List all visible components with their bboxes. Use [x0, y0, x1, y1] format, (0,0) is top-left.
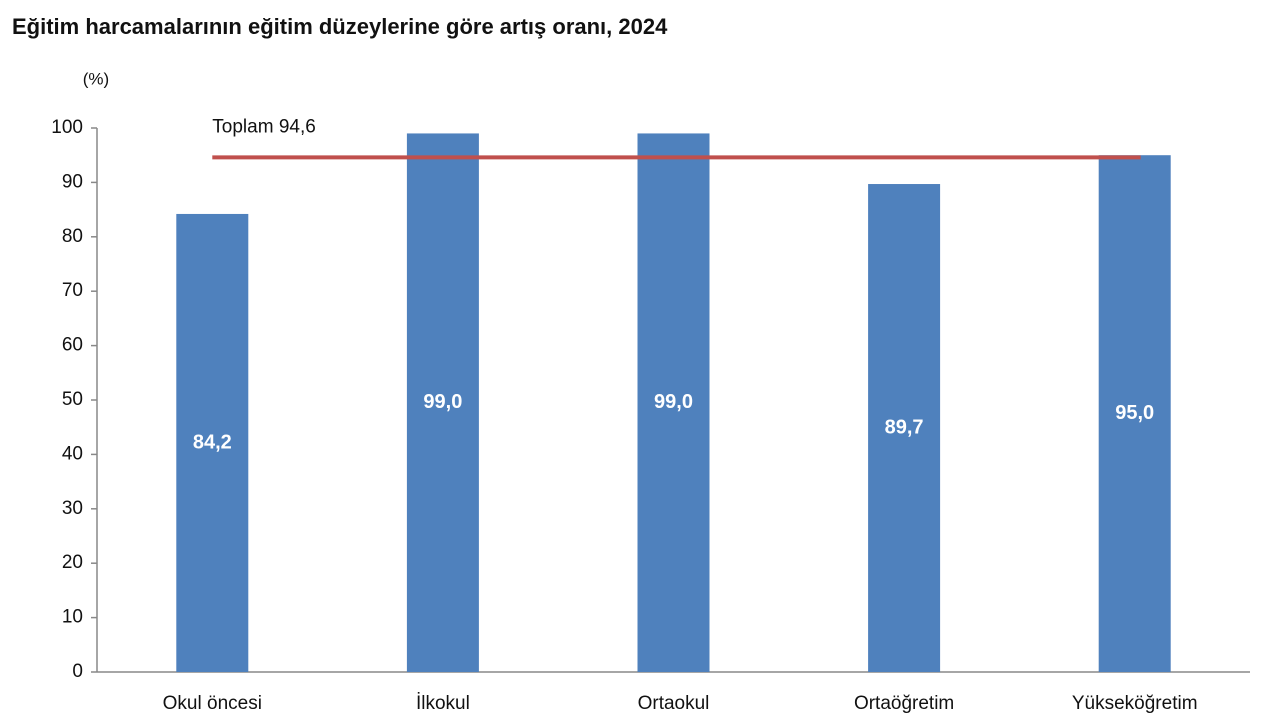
x-tick-label: Ortaokul — [638, 693, 710, 714]
value-label: 84,2 — [193, 431, 232, 453]
y-tick-label: 10 — [62, 607, 83, 628]
bar — [406, 133, 479, 672]
y-tick-label: 40 — [62, 443, 83, 464]
value-label: 99,0 — [423, 391, 462, 413]
value-label: 99,0 — [654, 391, 693, 413]
x-tick-label: Ortaöğretim — [854, 693, 954, 714]
y-tick-label: 60 — [62, 335, 83, 356]
y-tick-label: 20 — [62, 552, 83, 573]
x-tick-label: Okul öncesi — [163, 693, 262, 714]
value-label: 95,0 — [1115, 402, 1154, 424]
y-tick-label: 80 — [62, 226, 83, 247]
y-tick-label: 90 — [62, 171, 83, 192]
chart-title: Eğitim harcamalarının eğitim düzeylerine… — [12, 14, 668, 39]
y-tick-label: 70 — [62, 280, 83, 301]
x-tick-label: İlkokul — [416, 693, 470, 714]
bar — [176, 213, 249, 672]
y-tick-label: 50 — [62, 389, 83, 410]
bar — [637, 133, 710, 672]
y-tick-label: 0 — [72, 661, 83, 682]
bar — [1098, 155, 1171, 672]
value-label: 89,7 — [885, 416, 924, 438]
bar — [868, 184, 941, 673]
y-axis-label: (%) — [83, 69, 109, 88]
reference-label: Toplam 94,6 — [212, 116, 316, 137]
y-tick-label: 30 — [62, 498, 83, 519]
x-tick-label: Yükseköğretim — [1072, 693, 1198, 714]
y-tick-label: 100 — [51, 117, 83, 138]
